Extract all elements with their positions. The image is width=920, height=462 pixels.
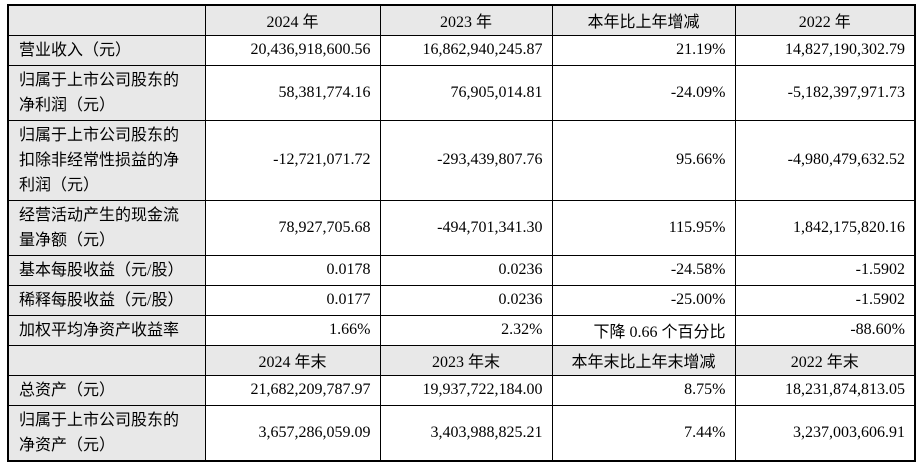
col-header-yoy-end-change: 本年末比上年末增减 (551, 344, 736, 376)
value-2024: 0.0177 (204, 284, 381, 316)
col-header-2023-end: 2023 年末 (379, 344, 553, 376)
row-label: 营业收入（元） (7, 34, 206, 66)
row-label: 加权平均净资产收益率 (7, 314, 206, 346)
value-change: 7.44% (551, 404, 736, 462)
annual-header-row: 2024 年 2023 年 本年比上年增减 2022 年 (7, 4, 916, 36)
value-2023: 2.32% (379, 314, 553, 346)
value-2023: 19,937,722,184.00 (379, 374, 553, 406)
value-2024: -12,721,071.72 (204, 119, 381, 201)
value-2022: 1,842,175,820.16 (734, 199, 916, 256)
value-2022: -88.60% (734, 314, 916, 346)
table-row-total-assets: 总资产（元） 21,682,209,787.97 19,937,722,184.… (7, 374, 916, 406)
row-label: 经营活动产生的现金流 量净额（元） (7, 199, 206, 256)
value-2024: 58,381,774.16 (204, 64, 381, 121)
value-2022: -1.5902 (734, 254, 916, 286)
value-2023: -293,439,807.76 (379, 119, 553, 201)
value-change: -24.58% (551, 254, 736, 286)
row-label: 归属于上市公司股东的 扣除非经常性损益的净 利润（元） (7, 119, 206, 201)
corner-cell (7, 344, 206, 376)
value-2023: -494,701,341.30 (379, 199, 553, 256)
row-label: 稀释每股收益（元/股） (7, 284, 206, 316)
corner-cell (7, 4, 206, 36)
col-header-2022-end: 2022 年末 (734, 344, 916, 376)
row-label: 总资产（元） (7, 374, 206, 406)
value-2024: 3,657,286,059.09 (204, 404, 381, 462)
col-header-2023: 2023 年 (379, 4, 553, 36)
table-row-basic-eps: 基本每股收益（元/股） 0.0178 0.0236 -24.58% -1.590… (7, 254, 916, 286)
value-2024: 20,436,918,600.56 (204, 34, 381, 66)
row-label: 基本每股收益（元/股） (7, 254, 206, 286)
col-header-yoy-change: 本年比上年增减 (551, 4, 736, 36)
table-row-net-profit-excl-nonrecurring: 归属于上市公司股东的 扣除非经常性损益的净 利润（元） -12,721,071.… (7, 119, 916, 201)
col-header-2024-end: 2024 年末 (204, 344, 381, 376)
value-2022: -1.5902 (734, 284, 916, 316)
value-2024: 0.0178 (204, 254, 381, 286)
col-header-2022: 2022 年 (734, 4, 916, 36)
value-change: 下降 0.66 个百分比 (551, 314, 736, 346)
value-2022: -5,182,397,971.73 (734, 64, 916, 121)
value-2023: 0.0236 (379, 284, 553, 316)
table-row-operating-cash-flow: 经营活动产生的现金流 量净额（元） 78,927,705.68 -494,701… (7, 199, 916, 256)
table-row-net-assets: 归属于上市公司股东的 净资产（元） 3,657,286,059.09 3,403… (7, 404, 916, 462)
value-change: -24.09% (551, 64, 736, 121)
value-2024: 78,927,705.68 (204, 199, 381, 256)
row-label: 归属于上市公司股东的 净资产（元） (7, 404, 206, 462)
value-2023: 76,905,014.81 (379, 64, 553, 121)
value-2023: 16,862,940,245.87 (379, 34, 553, 66)
table-row-revenue: 营业收入（元） 20,436,918,600.56 16,862,940,245… (7, 34, 916, 66)
value-2023: 0.0236 (379, 254, 553, 286)
col-header-2024: 2024 年 (204, 4, 381, 36)
table-row-weighted-avg-roe: 加权平均净资产收益率 1.66% 2.32% 下降 0.66 个百分比 -88.… (7, 314, 916, 346)
value-2022: 3,237,003,606.91 (734, 404, 916, 462)
value-2024: 21,682,209,787.97 (204, 374, 381, 406)
value-2024: 1.66% (204, 314, 381, 346)
value-2022: 14,827,190,302.79 (734, 34, 916, 66)
financial-summary-table: 2024 年 2023 年 本年比上年增减 2022 年 营业收入（元） 20,… (7, 4, 916, 462)
table-row-net-profit: 归属于上市公司股东的 净利润（元） 58,381,774.16 76,905,0… (7, 64, 916, 121)
value-change: 21.19% (551, 34, 736, 66)
value-2023: 3,403,988,825.21 (379, 404, 553, 462)
value-change: 115.95% (551, 199, 736, 256)
year-end-header-row: 2024 年末 2023 年末 本年末比上年末增减 2022 年末 (7, 344, 916, 376)
value-2022: -4,980,479,632.52 (734, 119, 916, 201)
value-change: 8.75% (551, 374, 736, 406)
value-2022: 18,231,874,813.05 (734, 374, 916, 406)
value-change: 95.66% (551, 119, 736, 201)
value-change: -25.00% (551, 284, 736, 316)
table-row-diluted-eps: 稀释每股收益（元/股） 0.0177 0.0236 -25.00% -1.590… (7, 284, 916, 316)
row-label: 归属于上市公司股东的 净利润（元） (7, 64, 206, 121)
